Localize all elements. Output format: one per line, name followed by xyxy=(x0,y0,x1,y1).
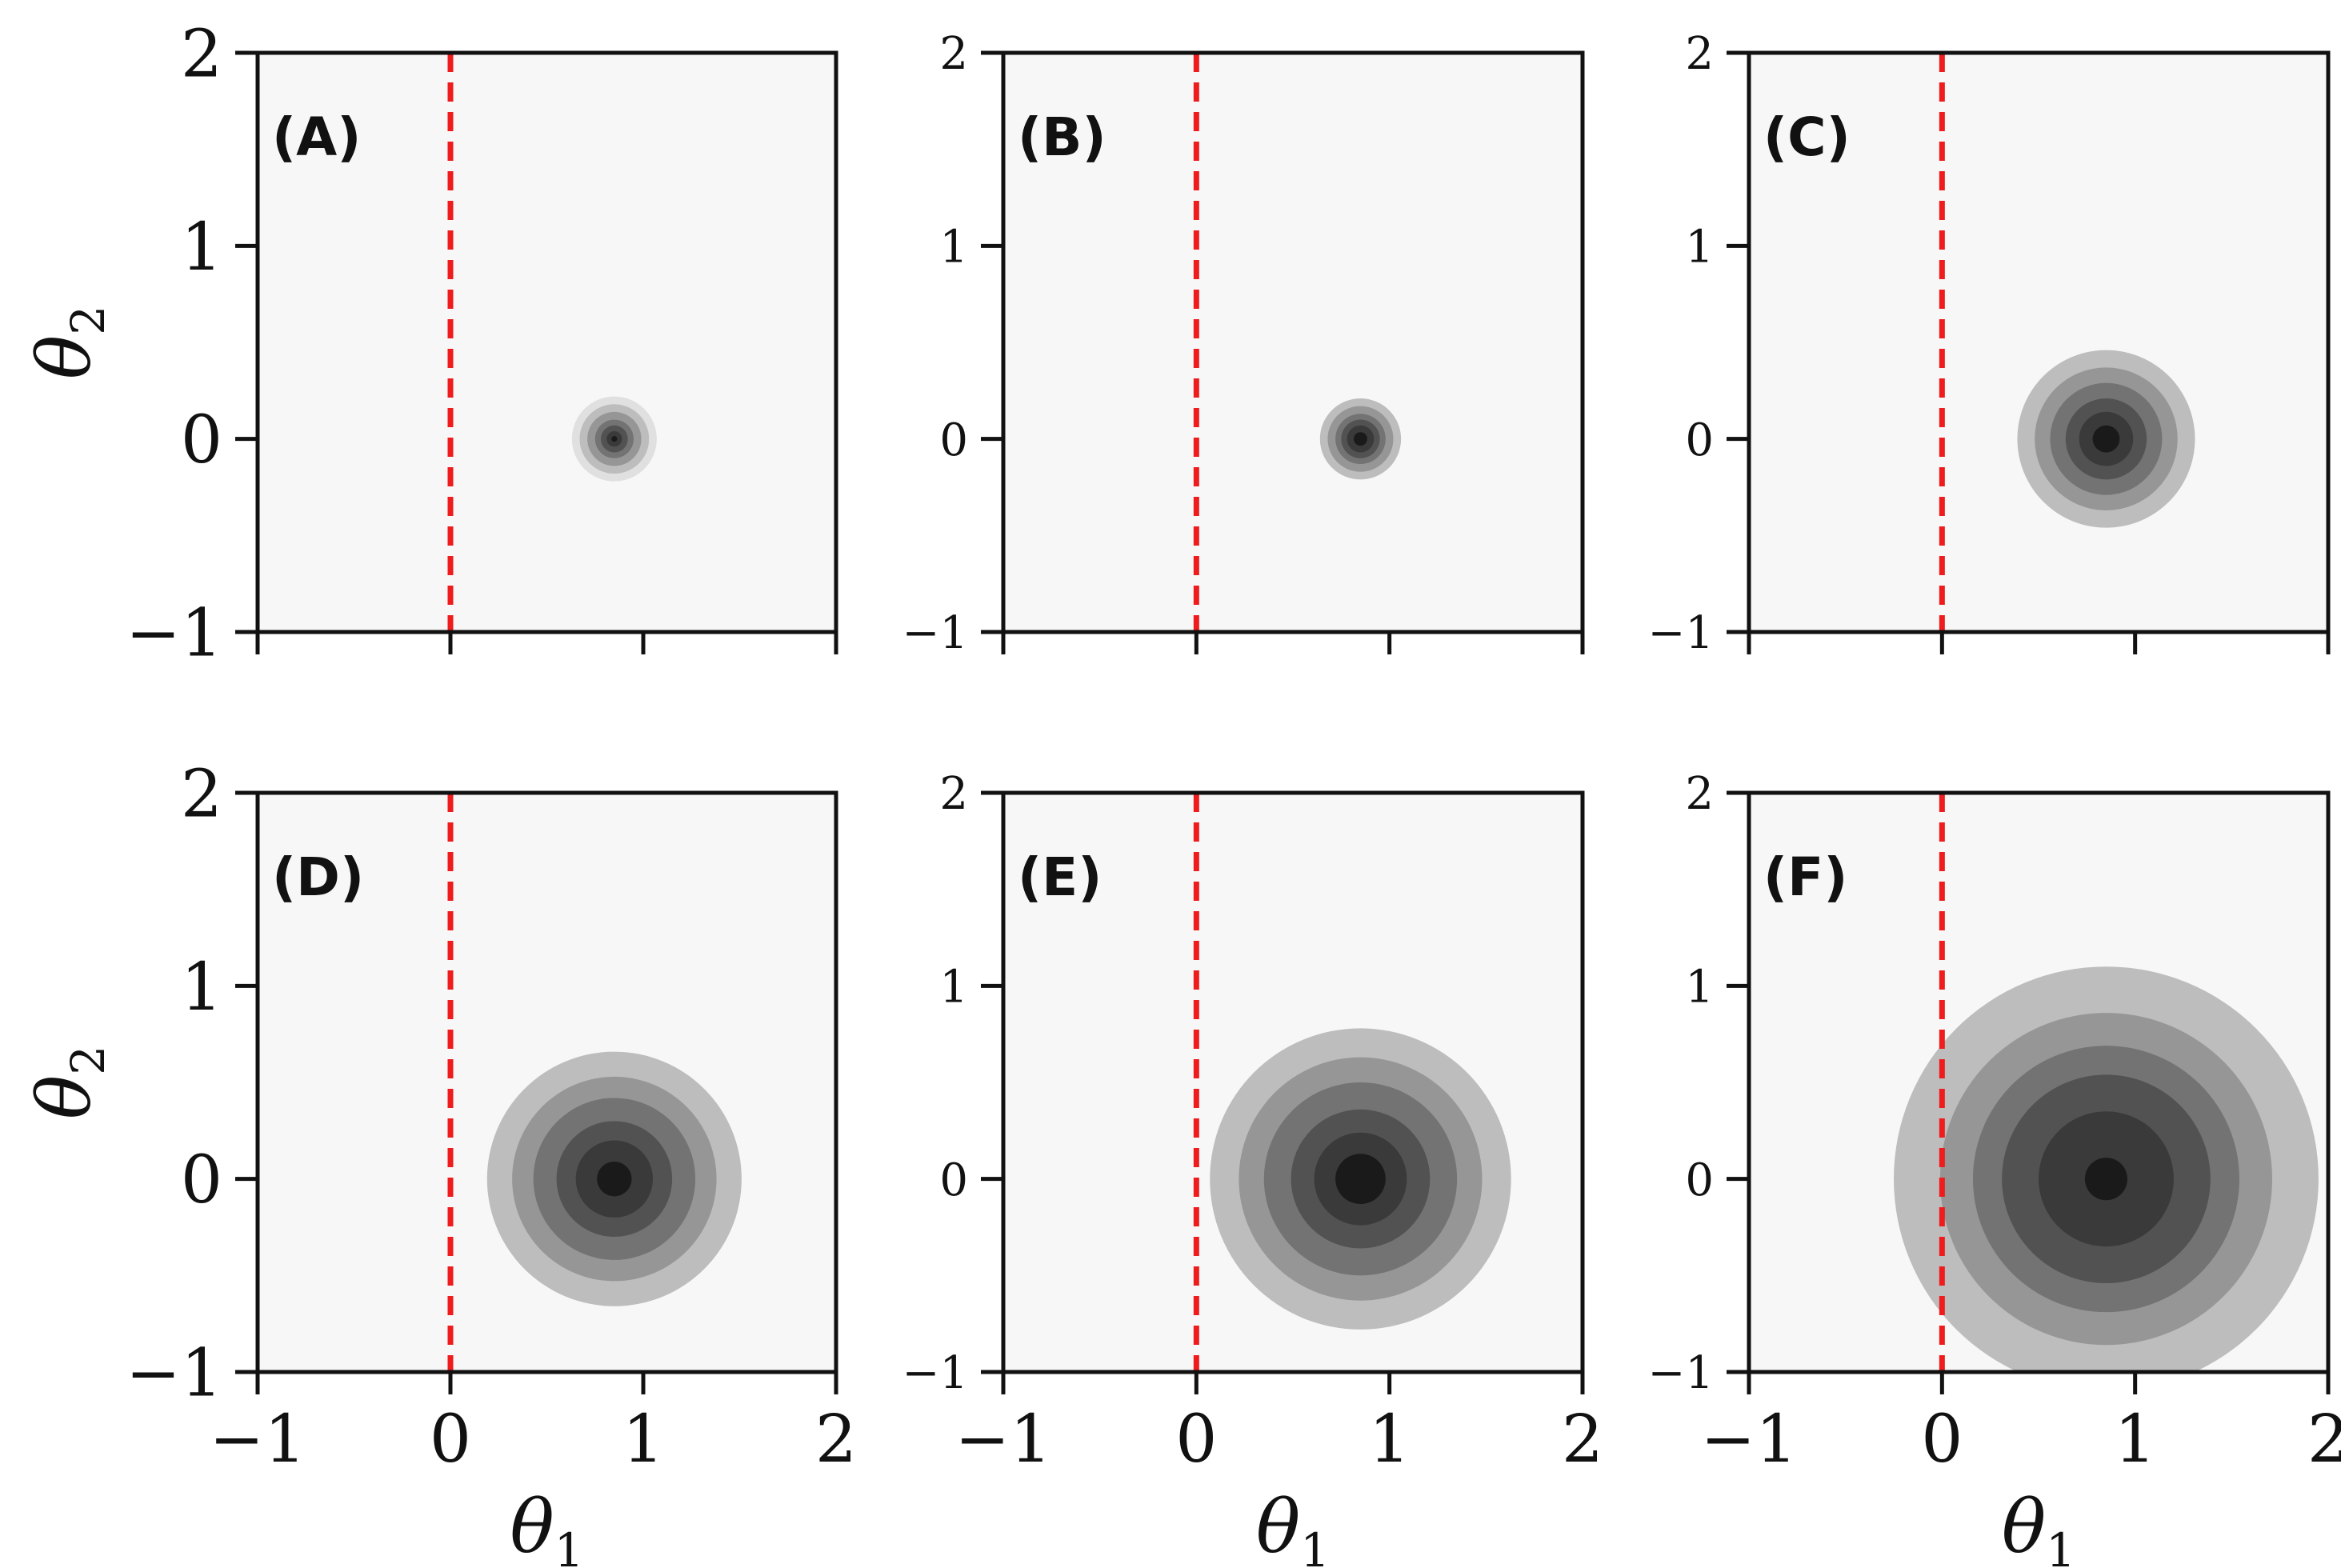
x-tick-label: 2 xyxy=(2307,1402,2341,1478)
axes-frame xyxy=(1747,790,2331,1374)
y-tick-label: −1 xyxy=(902,1347,968,1399)
y-tick-label: 0 xyxy=(1685,1154,1714,1206)
contour-level-6 xyxy=(1354,432,1367,446)
contour-level-6 xyxy=(2092,425,2120,453)
x-axis-label: θ1 xyxy=(1256,1484,1330,1568)
x-axis-label-subscript: 1 xyxy=(2046,1523,2075,1568)
x-axis-label-symbol: θ xyxy=(510,1484,554,1568)
y-tick-label: 2 xyxy=(1685,768,1714,820)
x-axis-label-subscript: 1 xyxy=(1300,1523,1330,1568)
y-tick-label: 2 xyxy=(939,768,968,820)
contour-group xyxy=(1210,1028,1511,1330)
x-tick-label: 1 xyxy=(1369,1402,1411,1478)
y-tick-label: 1 xyxy=(181,210,222,286)
panel-label: (C) xyxy=(1763,106,1851,168)
axes-frame xyxy=(1747,50,2331,634)
x-tick-label: 2 xyxy=(1562,1402,1603,1478)
axes-frame xyxy=(255,790,838,1374)
contour-level-6 xyxy=(597,1161,632,1197)
y-tick-label: −1 xyxy=(126,1336,222,1412)
contour-level-6 xyxy=(1335,1154,1386,1205)
y-axis-label-symbol: θ xyxy=(22,1075,107,1119)
contour-group xyxy=(2017,350,2195,528)
x-tick-label: −1 xyxy=(210,1402,306,1478)
plot-area xyxy=(258,53,836,632)
x-axis-label: θ1 xyxy=(510,1484,583,1568)
y-tick-label: 0 xyxy=(1685,414,1714,466)
contour-group xyxy=(1894,966,2319,1372)
y-axis-label-subscript: 2 xyxy=(61,306,115,335)
panel-b: −1 0 1 2 (B) xyxy=(902,28,1585,659)
y-tick-label: 1 xyxy=(1685,961,1714,1013)
plot-area xyxy=(1003,53,1583,632)
y-tick-label: −1 xyxy=(1647,1347,1714,1399)
x-axis-label: θ1 xyxy=(2002,1484,2075,1568)
x-tick-label: 1 xyxy=(622,1402,664,1478)
contour-level-6 xyxy=(2084,1158,2128,1201)
y-tick-label: 2 xyxy=(939,28,968,80)
y-axis-label-symbol: θ xyxy=(22,335,107,379)
contour-group xyxy=(571,396,657,482)
y-axis-label: θ2 xyxy=(22,1046,115,1119)
y-tick-label: 1 xyxy=(939,961,968,1013)
x-axis-label-symbol: θ xyxy=(1256,1484,1300,1568)
panel-label: (D) xyxy=(272,846,364,908)
x-tick-label: 0 xyxy=(1175,1402,1217,1478)
y-axis-label-subscript: 2 xyxy=(61,1046,115,1075)
panel-c: −1 0 1 2 (C) xyxy=(1647,28,2331,659)
axes-frame xyxy=(1001,790,1585,1374)
y-tick-label: 1 xyxy=(181,950,222,1026)
panel-label: (A) xyxy=(272,106,361,168)
y-axis-label: θ2 xyxy=(22,306,115,379)
y-tick-label: −1 xyxy=(126,596,222,672)
x-tick-label: −1 xyxy=(955,1402,1052,1478)
y-tick-label: 1 xyxy=(1685,221,1714,273)
panel-label: (B) xyxy=(1018,106,1106,168)
y-tick-label: −1 xyxy=(902,607,968,659)
x-tick-label: 1 xyxy=(2115,1402,2156,1478)
panel-label: (F) xyxy=(1763,846,1847,908)
contour-group xyxy=(486,1051,742,1306)
plot-area xyxy=(1749,53,2328,632)
y-tick-label: 0 xyxy=(181,1142,222,1218)
y-tick-label: 0 xyxy=(939,1154,968,1206)
contour-level-7 xyxy=(611,436,618,442)
axes-frame xyxy=(1001,50,1585,634)
x-tick-label: 0 xyxy=(1921,1402,1963,1478)
x-tick-label: −1 xyxy=(1701,1402,1798,1478)
x-tick-label: 2 xyxy=(815,1402,857,1478)
x-axis-label-subscript: 1 xyxy=(554,1523,584,1568)
y-tick-label: 1 xyxy=(939,221,968,273)
y-tick-label: 0 xyxy=(181,402,222,478)
x-tick-label: 0 xyxy=(430,1402,471,1478)
contour-group xyxy=(1319,398,1402,480)
y-tick-label: 0 xyxy=(939,414,968,466)
y-tick-label: 2 xyxy=(181,17,222,93)
y-tick-label: 2 xyxy=(1685,28,1714,80)
axes-frame xyxy=(255,50,838,634)
y-tick-label: 2 xyxy=(181,757,222,833)
y-tick-label: −1 xyxy=(1647,607,1714,659)
panel-label: (E) xyxy=(1018,846,1102,908)
x-axis-label-symbol: θ xyxy=(2002,1484,2046,1568)
